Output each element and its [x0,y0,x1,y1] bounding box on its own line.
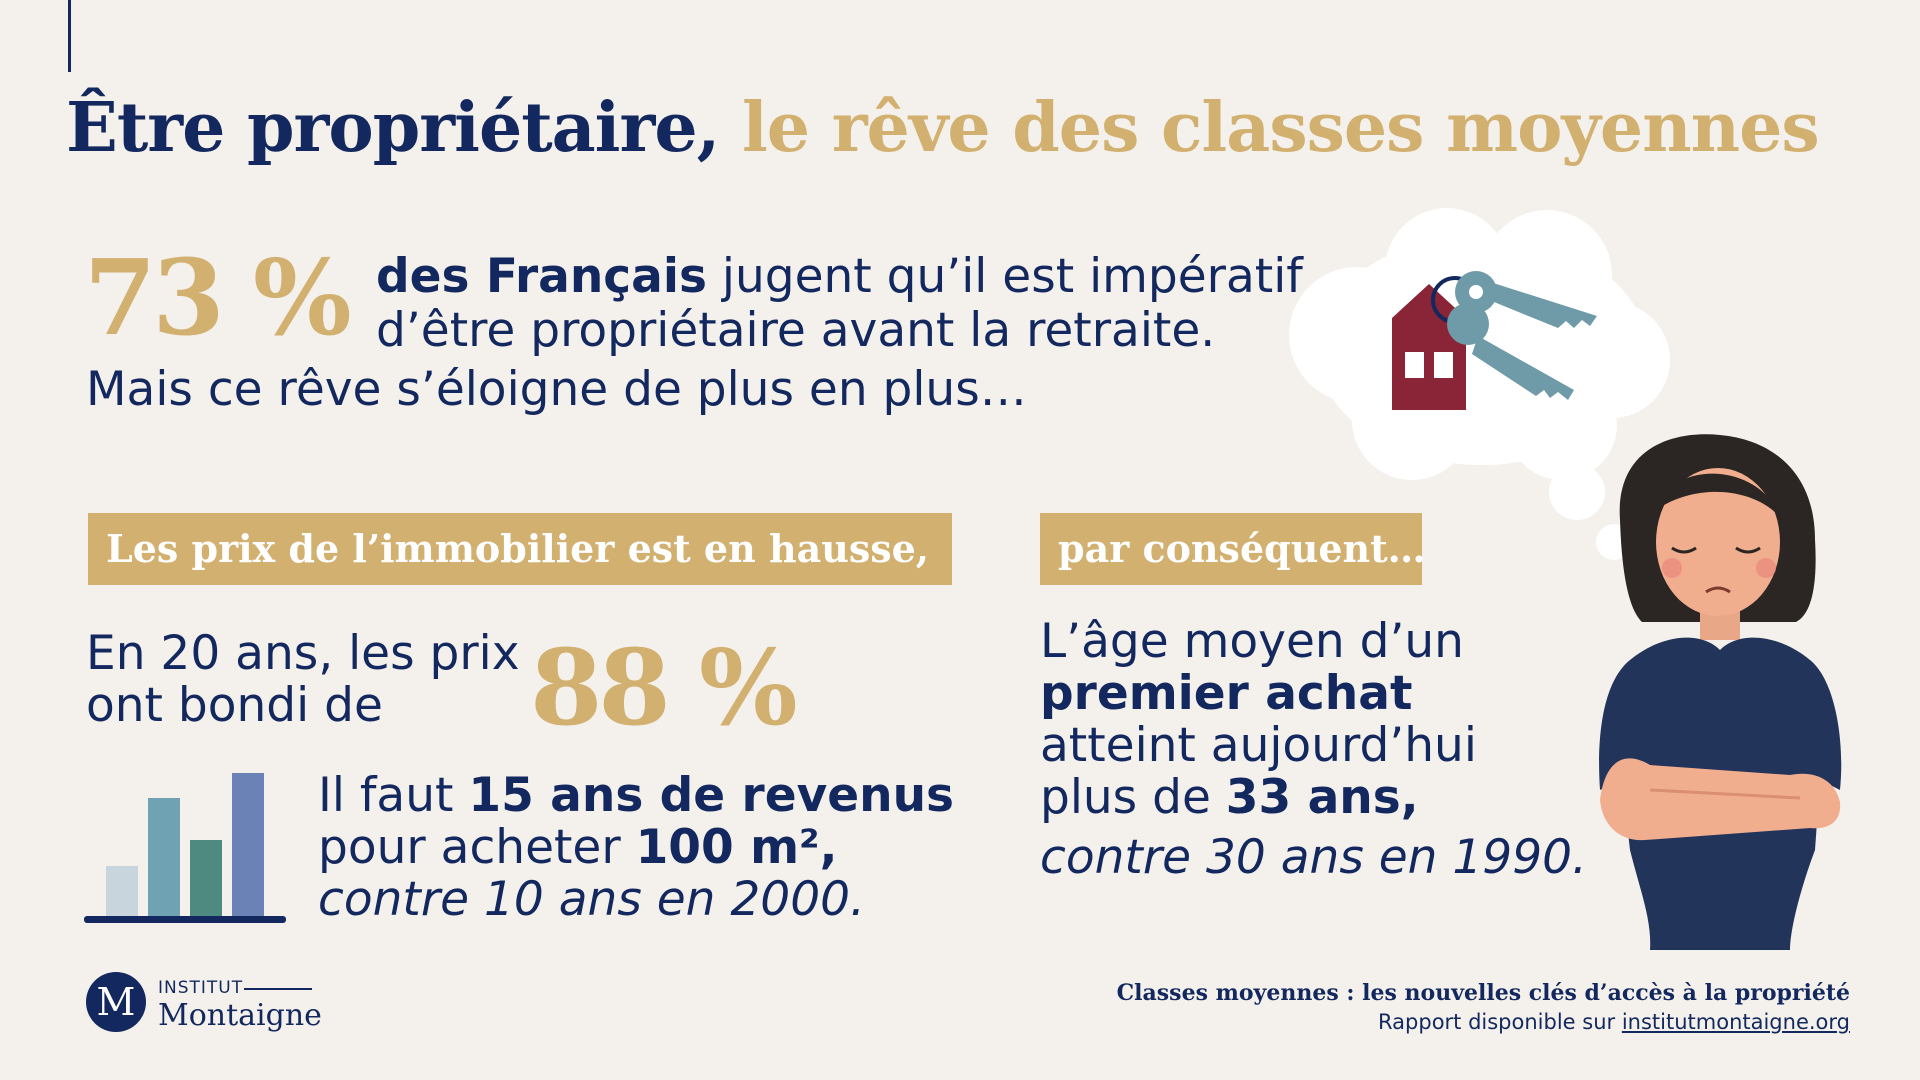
bar-3 [190,840,222,918]
age-line-4-bold: 33 ans, [1225,770,1419,825]
revenus-bold: 15 ans de revenus [468,768,955,823]
logo-name: Montaigne [158,998,322,1033]
revenus-line-2: pour acheter 100 m², [318,822,954,874]
stat-88-percent: 88 % [530,626,798,749]
age-line-4: plus de 33 ans, [1040,772,1587,824]
age-line-3: atteint aujourd’hui [1040,718,1477,773]
bar-4 [232,773,264,918]
price-rise-text: En 20 ans, les prix ont bondi de [86,628,520,732]
stat-73-percent: 73 % [84,236,352,359]
revenus-line-3: contre 10 ans en 2000. [318,872,865,927]
face-icon [1656,468,1780,616]
house-keys-icon [1392,271,1597,410]
footer-link-pre: Rapport disponible sur [1378,1010,1622,1034]
price-rise-line-2: ont bondi de [86,678,383,733]
bar-2 [148,798,180,918]
logo-mark: M [86,972,146,1032]
report-link[interactable]: institutmontaigne.org [1621,1010,1850,1034]
intro-line-1: des Français jugent qu’il est impératif [376,250,1303,304]
age-line-2-bold: premier achat [1040,666,1413,721]
intro-bold: des Français [376,249,707,304]
title-part-navy: Être propriétaire, [66,88,720,168]
revenus-pre: Il faut [318,768,469,823]
bar-1 [106,866,138,918]
footer-title: Classes moyennes : les nouvelles clés d’… [1116,980,1850,1006]
footer: Classes moyennes : les nouvelles clés d’… [1117,980,1850,1034]
bar-baseline [84,916,286,923]
intro-subline: Mais ce rêve s’éloigne de plus en plus… [86,362,1027,417]
top-accent-rule [68,0,71,72]
prices-rising-band: Les prix de l’immobilier est en hausse, [88,513,952,585]
intro-text: des Français jugent qu’il est impératif … [376,250,1303,358]
logo-rule [244,988,312,990]
age-line-2: premier achat [1040,668,1587,720]
revenus-line-2-pre: pour acheter [318,820,636,875]
sad-woman-illustration [1599,434,1842,950]
consequence-band: par conséquent… [1040,513,1426,585]
intro-line-2: d’être propriétaire avant la retraite. [376,303,1216,358]
title-part-gold: le rêve des classes moyennes [719,88,1820,168]
bar-chart-icon [84,773,286,923]
intro-line-1-rest: jugent qu’il est impératif [706,249,1303,304]
age-line-4-pre: plus de [1040,770,1226,825]
crossed-arms-icon [1600,758,1841,841]
first-purchase-age-text: L’âge moyen d’un premier achat atteint a… [1040,616,1587,884]
age-line-1: L’âge moyen d’un [1040,614,1464,669]
thought-cloud-illustration [1289,208,1670,560]
revenus-line-2-bold: 100 m², [635,820,838,875]
logo-institut: INSTITUT [158,978,244,998]
revenus-text: Il faut 15 ans de revenus pour acheter 1… [318,770,954,926]
price-rise-line-1: En 20 ans, les prix [86,626,520,681]
footer-link-line: Rapport disponible sur institutmontaigne… [1117,1010,1850,1034]
page-title: Être propriétaire, le rêve des classes m… [66,88,1820,168]
age-line-5: contre 30 ans en 1990. [1040,830,1587,885]
revenus-line-1: Il faut 15 ans de revenus [318,770,954,822]
